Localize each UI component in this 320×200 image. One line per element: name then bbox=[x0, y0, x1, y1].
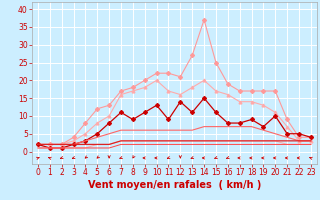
X-axis label: Vent moyen/en rafales  ( km/h ): Vent moyen/en rafales ( km/h ) bbox=[88, 180, 261, 190]
